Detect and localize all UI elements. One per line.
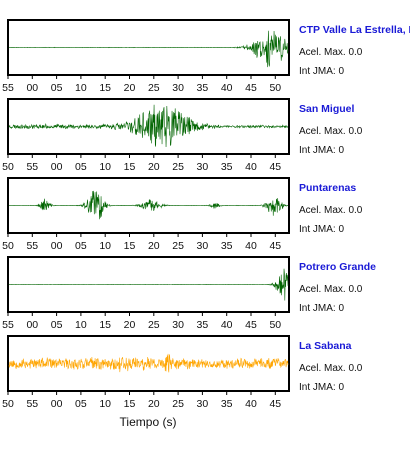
x-tick-label: 00 xyxy=(51,240,63,252)
x-tick-label: 40 xyxy=(221,319,233,331)
x-tick-label: 00 xyxy=(26,319,38,331)
station-panel: 50 55 00 05 10 15 20 25 30 35 40 45 La Sabana Acel. M… xyxy=(2,335,363,410)
x-tick-label: 25 xyxy=(148,319,160,331)
x-axis-title: Tiempo (s) xyxy=(120,415,177,429)
waveform-trace xyxy=(8,268,289,301)
x-tick-label: 25 xyxy=(148,82,160,94)
x-tick-label: 40 xyxy=(245,240,257,252)
x-tick-label: 50 xyxy=(269,319,281,331)
x-tick-label: 35 xyxy=(221,398,233,410)
max-acceleration: Acel. Max. 0.0 xyxy=(299,47,363,58)
x-tick-label: 10 xyxy=(99,398,111,410)
x-tick-label: 10 xyxy=(99,161,111,173)
x-tick-label: 00 xyxy=(26,82,38,94)
x-tick-label: 20 xyxy=(148,161,160,173)
x-tick-label: 05 xyxy=(75,398,87,410)
max-acceleration: Acel. Max. 0.0 xyxy=(299,363,363,374)
max-acceleration: Acel. Max. 0.0 xyxy=(299,126,363,137)
x-tick-label: 20 xyxy=(124,319,136,331)
x-tick-label: 10 xyxy=(75,319,87,331)
x-tick-label: 55 xyxy=(26,398,38,410)
x-tick-label: 05 xyxy=(51,82,63,94)
x-tick-label: 55 xyxy=(26,161,38,173)
waveform-trace xyxy=(8,353,289,373)
x-tick-label: 25 xyxy=(172,240,184,252)
x-tick-label: 10 xyxy=(75,82,87,94)
jma-intensity: Int JMA: 0 xyxy=(299,145,344,156)
x-tick-label: 25 xyxy=(172,398,184,410)
waveform-trace xyxy=(9,190,289,220)
waveform-trace xyxy=(8,30,289,68)
max-acceleration: Acel. Max. 0.0 xyxy=(299,284,363,295)
station-panel: 55 00 05 10 15 20 25 30 35 40 45 50 Potrero Grande Ac… xyxy=(2,256,376,331)
x-tick-label: 30 xyxy=(197,240,209,252)
x-tick-label: 55 xyxy=(2,82,14,94)
jma-intensity: Int JMA: 0 xyxy=(299,382,344,393)
x-tick-label: 15 xyxy=(99,82,111,94)
x-tick-label: 05 xyxy=(75,161,87,173)
x-tick-label: 30 xyxy=(197,161,209,173)
jma-intensity: Int JMA: 0 xyxy=(299,303,344,314)
station-name: CTP Valle La Estrella, L xyxy=(299,24,410,36)
x-tick-label: 25 xyxy=(172,161,184,173)
x-tick-label: 40 xyxy=(245,161,257,173)
x-tick-label: 00 xyxy=(51,398,63,410)
jma-intensity: Int JMA: 0 xyxy=(299,66,344,77)
x-tick-label: 50 xyxy=(269,82,281,94)
x-tick-label: 15 xyxy=(124,240,136,252)
jma-intensity: Int JMA: 0 xyxy=(299,224,344,235)
station-name: Puntarenas xyxy=(299,182,356,194)
x-tick-label: 30 xyxy=(172,319,184,331)
station-name: La Sabana xyxy=(299,340,352,352)
x-tick-label: 15 xyxy=(99,319,111,331)
x-tick-label: 20 xyxy=(148,398,160,410)
x-tick-label: 45 xyxy=(245,319,257,331)
x-tick-label: 55 xyxy=(2,319,14,331)
x-tick-label: 30 xyxy=(172,82,184,94)
x-tick-label: 35 xyxy=(221,161,233,173)
x-tick-label: 55 xyxy=(26,240,38,252)
x-tick-label: 15 xyxy=(124,161,136,173)
max-acceleration: Acel. Max. 0.0 xyxy=(299,205,363,216)
x-tick-label: 40 xyxy=(245,398,257,410)
x-tick-label: 45 xyxy=(269,240,281,252)
x-tick-label: 30 xyxy=(197,398,209,410)
station-name: Potrero Grande xyxy=(299,261,376,273)
x-tick-label: 45 xyxy=(269,398,281,410)
x-tick-label: 05 xyxy=(75,240,87,252)
station-name: San Miguel xyxy=(299,103,355,115)
x-tick-label: 20 xyxy=(124,82,136,94)
x-tick-label: 35 xyxy=(197,82,209,94)
x-tick-label: 45 xyxy=(269,161,281,173)
x-tick-label: 35 xyxy=(197,319,209,331)
x-tick-label: 00 xyxy=(51,161,63,173)
x-tick-label: 45 xyxy=(245,82,257,94)
x-tick-label: 50 xyxy=(2,161,14,173)
waveform-trace xyxy=(8,104,289,148)
x-tick-label: 50 xyxy=(2,240,14,252)
x-tick-label: 40 xyxy=(221,82,233,94)
x-tick-label: 50 xyxy=(2,398,14,410)
station-panel: 50 55 00 05 10 15 20 25 30 35 40 45 Puntarenas Acel. … xyxy=(2,177,363,252)
x-tick-label: 35 xyxy=(221,240,233,252)
x-tick-label: 15 xyxy=(124,398,136,410)
x-tick-label: 05 xyxy=(51,319,63,331)
x-tick-label: 20 xyxy=(148,240,160,252)
x-tick-label: 10 xyxy=(99,240,111,252)
station-panel: 50 55 00 05 10 15 20 25 30 35 40 45 San Miguel Acel. … xyxy=(2,98,363,173)
station-panel: 55 00 05 10 15 20 25 30 35 40 45 50 CTP Valle La Est… xyxy=(2,19,410,94)
